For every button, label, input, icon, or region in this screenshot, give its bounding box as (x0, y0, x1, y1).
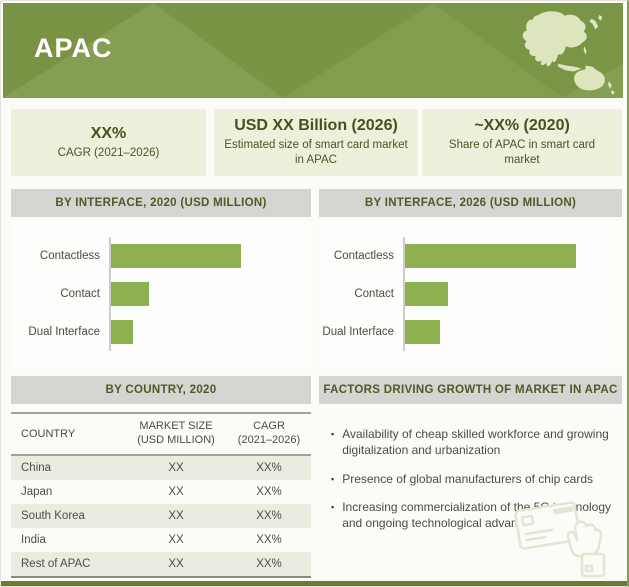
bar-dual-interface (111, 320, 133, 344)
square-bullet-icon: ▪ (331, 429, 335, 439)
table-row: South Korea XX XX% (11, 504, 311, 528)
cell-country: South Korea (21, 510, 85, 522)
stat-box-apac-share: ~XX% (2020) Share of APAC in smart card … (422, 109, 622, 176)
chart-category-label: Contactless (39, 250, 100, 262)
bar-contact (111, 282, 149, 306)
cell-cagr: XX% (256, 533, 282, 546)
square-bullet-icon: ▪ (331, 473, 335, 484)
growth-factor-item: ▪ Availability of cheap skilled workforce… (331, 427, 618, 459)
table-header-row: COUNTRY MARKET SIZE (USD MILLION) CAGR (… (11, 414, 311, 456)
chart-row: Contactless (11, 237, 311, 275)
section-title-interface-2020: BY INTERFACE, 2020 (USD MILLION) (11, 189, 311, 217)
table-body: China XX XX% Japan XX XX% South Korea XX XX% Indi… (11, 456, 311, 576)
cell-cagr: XX% (256, 509, 282, 522)
stat-headline: USD XX Billion (2026) (234, 117, 398, 135)
stat-caption: Estimated size of smart card market in A… (224, 139, 408, 166)
cell-cagr: XX% (256, 485, 282, 498)
page-title: APAC (34, 33, 113, 63)
table-row: Rest of APAC XX XX% (11, 552, 311, 576)
stat-box-market-size: USD XX Billion (2026) Estimated size of … (214, 109, 418, 176)
chart-row: Dual Interface (11, 313, 311, 351)
column-header-text: (2021–2026) (237, 434, 301, 446)
column-header-text: CAGR (253, 420, 285, 433)
cell-cagr: XX% (256, 461, 282, 474)
bottom-accent-bar (1, 581, 627, 586)
chart-category-label: Contactless (333, 250, 394, 262)
chart-row: Contact (319, 275, 622, 313)
chart-plot-area (109, 275, 311, 313)
stat-headline: XX% (90, 124, 127, 142)
chart-category-label: Contact (354, 288, 394, 300)
bar-chart-interface-2026: Contactless Contact Dual Interface (319, 221, 622, 367)
column-header-market-size: MARKET SIZE (USD MILLION) (125, 420, 227, 448)
bar-contact (405, 282, 449, 306)
growth-factors-list: ▪ Availability of cheap skilled workforce… (319, 413, 622, 545)
bar-contactless (111, 244, 241, 268)
cell-market-size: XX (168, 485, 184, 498)
cell-market-size: XX (168, 533, 184, 546)
banner-facet-pattern (3, 3, 623, 98)
column-header-text: (USD MILLION) (137, 434, 215, 446)
section-title-by-country: BY COUNTRY, 2020 (11, 376, 311, 404)
section-title-interface-2026: BY INTERFACE, 2026 (USD MILLION) (319, 189, 622, 217)
cell-cagr: XX% (256, 557, 282, 570)
chart-plot-area (109, 313, 311, 351)
column-header-text: MARKET SIZE (139, 420, 213, 433)
bar-contactless (405, 244, 577, 268)
growth-factor-text: Availability of cheap skilled workforce … (342, 427, 609, 457)
section-title-growth-factors: FACTORS DRIVING GROWTH OF MARKET IN APAC (319, 376, 622, 404)
card-in-hand-watermark-icon (513, 488, 619, 578)
table-row: China XX XX% (11, 456, 311, 480)
cell-country: Rest of APAC (21, 558, 91, 570)
table-row: India XX XX% (11, 528, 311, 552)
chart-plot-area (109, 237, 311, 275)
stat-box-cagr: XX% CAGR (2021–2026) (11, 109, 206, 176)
stat-caption: CAGR (2021–2026) (57, 146, 160, 159)
square-bullet-icon: ▪ (331, 502, 335, 513)
growth-factor-item: ▪ Presence of global manufacturers of chi… (331, 472, 618, 488)
chart-category-label: Dual Interface (28, 326, 100, 338)
cell-country: India (21, 534, 46, 546)
chart-category-label: Contact (60, 288, 100, 300)
cell-market-size: XX (168, 509, 184, 522)
cell-country: China (21, 462, 52, 474)
column-header-text: COUNTRY (21, 428, 76, 440)
bar-chart-interface-2020: Contactless Contact Dual Interface (11, 221, 311, 367)
chart-row: Dual Interface (319, 313, 622, 351)
chart-plot-area (403, 237, 622, 275)
table-row: Japan XX XX% (11, 480, 311, 504)
cell-market-size: XX (168, 557, 184, 570)
cell-country: Japan (21, 486, 53, 498)
country-table: COUNTRY MARKET SIZE (USD MILLION) CAGR (… (11, 412, 311, 578)
stat-caption: Share of APAC in smart card market (448, 139, 596, 166)
stat-headline: ~XX% (2020) (474, 117, 570, 135)
growth-factor-text: Presence of global manufacturers of chip… (342, 471, 594, 486)
column-header-country: COUNTRY (11, 428, 125, 440)
chart-plot-area (403, 275, 622, 313)
chart-row: Contact (11, 275, 311, 313)
chart-row: Contactless (319, 237, 622, 275)
bar-dual-interface (405, 320, 440, 344)
chart-category-label: Dual Interface (322, 326, 394, 338)
column-header-cagr: CAGR (2021–2026) (227, 420, 311, 448)
header-banner: APAC (3, 3, 623, 98)
chart-plot-area (403, 313, 622, 351)
cell-market-size: XX (168, 461, 184, 474)
asia-pacific-map-icon (508, 7, 620, 95)
